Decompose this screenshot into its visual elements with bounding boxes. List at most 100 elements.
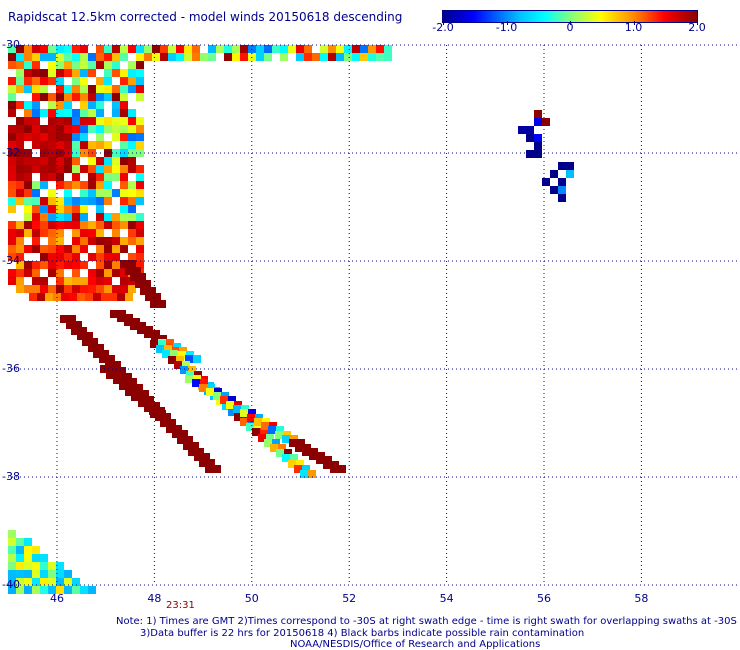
wind-cell — [16, 45, 24, 53]
wind-cell — [72, 125, 80, 133]
wind-cell — [80, 181, 88, 189]
wind-cell — [56, 157, 64, 165]
wind-cell — [24, 554, 32, 562]
wind-cell — [24, 189, 32, 197]
wind-cell — [40, 570, 48, 578]
wind-cell — [64, 586, 72, 594]
wind-cell — [16, 69, 24, 77]
wind-cell — [146, 399, 154, 407]
wind-cell — [112, 45, 120, 53]
wind-cell — [88, 125, 96, 133]
note-line-1: Note: 1) Times are GMT 2)Times correspon… — [116, 616, 737, 627]
wind-cell — [80, 221, 88, 229]
wind-cell — [56, 221, 64, 229]
wind-cell — [80, 197, 88, 205]
wind-cell — [112, 61, 120, 69]
wind-cell — [120, 173, 128, 181]
wind-cell — [112, 237, 120, 245]
wind-cell — [240, 45, 248, 53]
wind-cell — [80, 277, 88, 285]
wind-cell — [112, 125, 120, 133]
wind-cell — [88, 165, 96, 173]
wind-cell — [200, 379, 208, 387]
wind-cell — [288, 460, 296, 468]
wind-cell — [32, 117, 40, 125]
wind-cell — [96, 229, 104, 237]
wind-cell — [8, 189, 16, 197]
wind-cell — [16, 229, 24, 237]
wind-cell — [24, 269, 32, 277]
wind-cell — [40, 285, 48, 293]
wind-cell — [56, 269, 64, 277]
wind-cell — [24, 181, 32, 189]
wind-cell — [8, 197, 16, 205]
wind-cell — [24, 261, 32, 269]
colorbar-label: 2.0 — [688, 21, 706, 34]
latitude-tick-label: -36 — [2, 362, 20, 375]
wind-cell — [96, 344, 104, 352]
wind-cell — [224, 45, 232, 53]
wind-cell — [48, 61, 56, 69]
wind-cell — [72, 578, 80, 586]
wind-cell — [128, 229, 136, 237]
wind-cell — [16, 133, 24, 141]
wind-cell — [80, 229, 88, 237]
wind-cell — [360, 53, 368, 61]
colorbar-tick — [697, 21, 698, 25]
wind-cell — [48, 93, 56, 101]
wind-cell — [136, 133, 144, 141]
wind-cell — [166, 425, 174, 433]
wind-cell — [202, 453, 210, 461]
wind-cell — [138, 399, 146, 407]
wind-cell — [16, 77, 24, 85]
wind-cell — [16, 141, 24, 149]
wind-cell — [112, 101, 120, 109]
wind-cell — [56, 125, 64, 133]
wind-cell — [72, 117, 80, 125]
wind-cell — [56, 117, 64, 125]
wind-cell — [8, 125, 16, 133]
wind-cell — [96, 173, 104, 181]
wind-cell — [61, 293, 69, 301]
wind-cell — [93, 350, 101, 358]
wind-cell — [24, 69, 32, 77]
wind-cell — [136, 45, 144, 53]
wind-cell — [128, 285, 136, 293]
wind-cell — [96, 133, 104, 141]
wind-cell — [88, 109, 96, 117]
wind-cell — [8, 157, 16, 165]
wind-cell — [88, 173, 96, 181]
wind-cell — [162, 350, 170, 358]
wind-cell — [8, 109, 16, 117]
wind-cell — [40, 165, 48, 173]
wind-cell — [128, 109, 136, 117]
wind-cell — [296, 53, 304, 61]
wind-cell — [184, 45, 192, 53]
wind-cell — [40, 253, 48, 261]
wind-cell — [16, 546, 24, 554]
wind-cell — [302, 465, 310, 473]
wind-cell — [120, 181, 128, 189]
wind-cell — [312, 53, 320, 61]
wind-cell — [8, 101, 16, 109]
wind-cell — [288, 45, 296, 53]
wind-cell — [16, 181, 24, 189]
wind-cell — [8, 221, 16, 229]
wind-cell — [168, 53, 176, 61]
wind-cell — [64, 85, 72, 93]
wind-cell — [136, 245, 144, 253]
wind-cell — [88, 237, 96, 245]
wind-cell — [113, 361, 121, 369]
wind-cell — [136, 141, 144, 149]
latitude-tick-label: -38 — [2, 470, 20, 483]
swath-time-label: 23:31 — [166, 600, 195, 611]
wind-cell — [32, 237, 40, 245]
wind-cell — [64, 101, 72, 109]
wind-cell — [172, 430, 180, 438]
wind-cell — [40, 157, 48, 165]
wind-cell — [40, 578, 48, 586]
wind-cell — [323, 461, 331, 469]
wind-cell — [24, 173, 32, 181]
wind-cell — [330, 465, 338, 473]
wind-cell — [96, 117, 104, 125]
